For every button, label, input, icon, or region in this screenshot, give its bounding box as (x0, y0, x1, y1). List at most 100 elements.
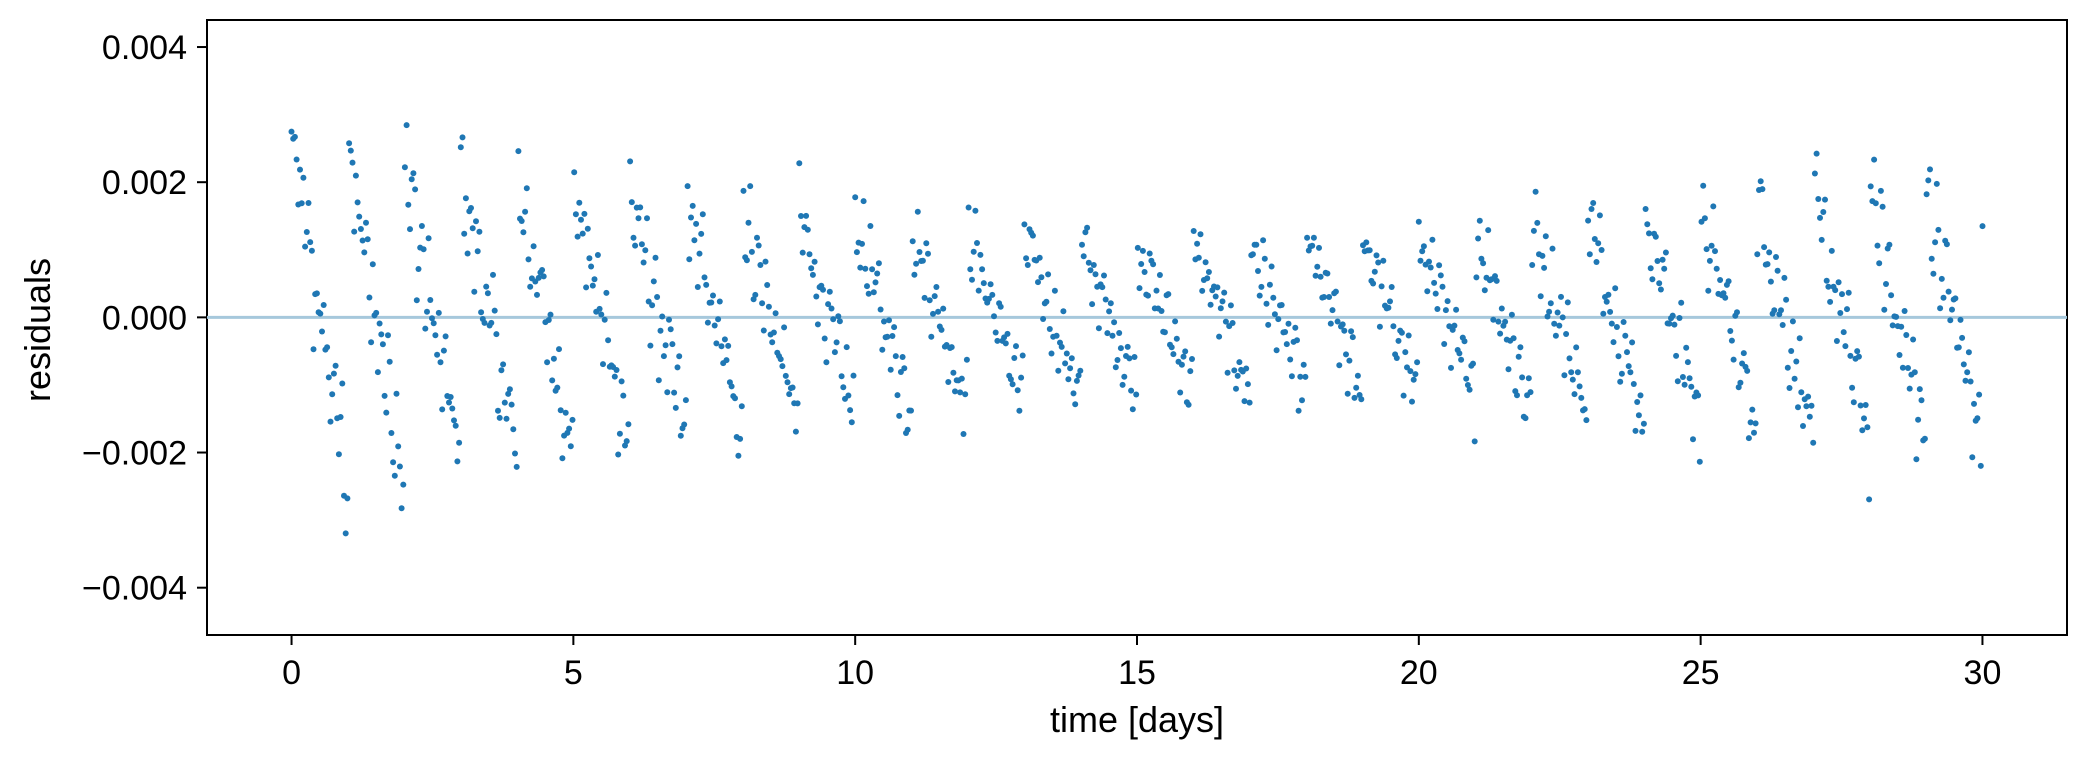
data-point (1348, 328, 1355, 335)
data-point (1136, 285, 1143, 292)
data-point (1387, 298, 1393, 305)
data-point (518, 218, 525, 224)
data-point (980, 280, 987, 287)
data-point (1866, 496, 1873, 503)
data-point (1087, 267, 1094, 274)
data-point (520, 229, 527, 236)
data-point (386, 358, 393, 365)
data-point (755, 242, 762, 249)
data-point (1295, 407, 1302, 414)
data-point (821, 335, 828, 342)
data-point (562, 409, 569, 416)
data-point (660, 353, 667, 360)
data-point (572, 211, 579, 218)
data-point (1595, 240, 1602, 247)
data-point (527, 283, 534, 290)
data-point (1625, 363, 1632, 370)
data-point (359, 237, 366, 244)
data-point (892, 353, 899, 360)
data-point (935, 308, 942, 315)
data-point (1321, 294, 1327, 300)
data-point (1705, 287, 1712, 294)
data-point (884, 333, 891, 340)
data-point (412, 186, 419, 193)
data-point (1608, 320, 1615, 327)
data-point (991, 313, 997, 320)
data-point (310, 346, 317, 353)
data-point (1947, 317, 1954, 324)
data-point (1549, 245, 1556, 252)
data-point (1967, 378, 1974, 385)
data-point (926, 297, 933, 304)
data-point (967, 266, 974, 273)
data-point (1552, 332, 1559, 339)
data-point (1133, 391, 1140, 398)
data-point (1690, 436, 1696, 443)
data-point (1898, 323, 1905, 330)
data-point (1019, 352, 1026, 359)
data-point (850, 372, 857, 379)
data-point (1839, 291, 1845, 298)
data-point (1789, 318, 1796, 325)
data-point (1883, 281, 1889, 287)
data-point (319, 328, 325, 335)
data-point (1818, 236, 1825, 243)
data-point (1532, 188, 1539, 195)
data-point (809, 271, 816, 278)
data-point (327, 418, 334, 425)
data-point (422, 325, 429, 332)
data-point (1334, 318, 1341, 325)
data-point (1656, 280, 1663, 287)
data-point (1976, 391, 1983, 398)
data-point (1036, 254, 1043, 261)
data-point (1282, 329, 1289, 335)
data-point (1385, 304, 1392, 311)
data-point (1195, 254, 1202, 261)
data-point (1470, 360, 1476, 367)
data-point (1712, 248, 1718, 255)
data-point (1637, 392, 1644, 399)
data-point (512, 450, 518, 457)
data-point (1679, 374, 1686, 380)
data-point (1299, 397, 1305, 404)
data-point (1649, 276, 1656, 283)
data-point (1727, 328, 1734, 334)
data-point (1774, 267, 1781, 274)
data-point (743, 257, 750, 264)
data-point (840, 384, 847, 391)
data-point (391, 472, 398, 479)
data-point (650, 278, 657, 285)
data-point (1448, 364, 1454, 371)
data-point (1229, 320, 1236, 326)
data-point (461, 230, 468, 237)
data-point (462, 195, 469, 202)
data-point (1476, 217, 1483, 224)
data-point (603, 289, 610, 296)
data-point (1168, 344, 1175, 351)
data-point (1317, 273, 1324, 280)
data-point (1089, 301, 1096, 308)
data-point (1395, 337, 1402, 344)
data-point (1473, 274, 1480, 281)
data-point (1888, 292, 1895, 299)
data-point (1519, 374, 1526, 381)
data-point (476, 228, 483, 235)
data-point (1241, 398, 1248, 405)
data-point (1752, 420, 1759, 427)
data-point (1910, 336, 1917, 343)
data-point (1544, 313, 1551, 320)
data-point (1971, 400, 1977, 407)
data-point (1666, 320, 1673, 327)
data-point (1407, 368, 1414, 375)
data-point (1014, 387, 1021, 394)
data-point (356, 213, 363, 220)
data-point (1639, 428, 1646, 435)
data-point (764, 282, 771, 288)
data-point (1405, 332, 1412, 339)
data-point (1437, 272, 1444, 279)
data-point (701, 274, 708, 281)
data-point (1190, 228, 1197, 234)
data-point (1725, 278, 1732, 285)
data-point (576, 199, 583, 206)
data-point (513, 463, 520, 470)
